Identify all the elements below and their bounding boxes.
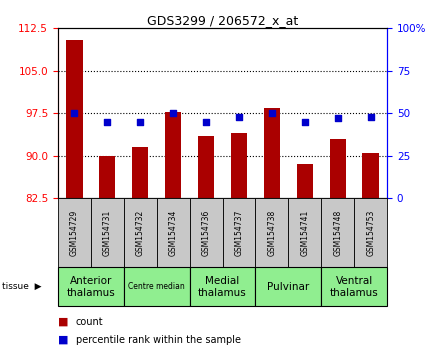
Bar: [58, 198, 91, 267]
Point: [334, 115, 341, 121]
Point: [170, 110, 177, 116]
Bar: [190, 267, 255, 306]
Bar: [165, 112, 182, 198]
Bar: [255, 267, 321, 306]
Bar: [362, 153, 379, 198]
Text: ■: ■: [58, 335, 69, 345]
Text: GSM154732: GSM154732: [136, 210, 145, 256]
Text: ■: ■: [58, 317, 69, 327]
Bar: [132, 147, 149, 198]
Bar: [66, 40, 83, 198]
Bar: [296, 164, 313, 198]
Bar: [288, 198, 321, 267]
Text: Pulvinar: Pulvinar: [267, 282, 309, 292]
Bar: [255, 198, 288, 267]
Point: [71, 110, 78, 116]
Bar: [264, 108, 280, 198]
Point: [202, 119, 210, 125]
Text: Centre median: Centre median: [128, 282, 185, 291]
Text: GSM154737: GSM154737: [235, 210, 243, 256]
Point: [301, 119, 308, 125]
Bar: [321, 267, 387, 306]
Bar: [99, 156, 116, 198]
Text: GSM154738: GSM154738: [267, 210, 276, 256]
Bar: [354, 198, 387, 267]
Point: [137, 119, 144, 125]
Title: GDS3299 / 206572_x_at: GDS3299 / 206572_x_at: [147, 14, 298, 27]
Bar: [157, 198, 190, 267]
Bar: [198, 136, 214, 198]
Text: GSM154736: GSM154736: [202, 210, 210, 256]
Text: GSM154731: GSM154731: [103, 210, 112, 256]
Bar: [321, 198, 354, 267]
Text: Anterior
thalamus: Anterior thalamus: [66, 276, 115, 298]
Bar: [222, 198, 255, 267]
Text: count: count: [76, 317, 103, 327]
Text: Ventral
thalamus: Ventral thalamus: [330, 276, 379, 298]
Text: GSM154753: GSM154753: [366, 210, 375, 256]
Text: tissue  ▶: tissue ▶: [2, 282, 42, 291]
Text: GSM154741: GSM154741: [300, 210, 309, 256]
Point: [104, 119, 111, 125]
Text: percentile rank within the sample: percentile rank within the sample: [76, 335, 241, 345]
Text: GSM154729: GSM154729: [70, 210, 79, 256]
Bar: [330, 139, 346, 198]
Point: [367, 114, 374, 120]
Text: Medial
thalamus: Medial thalamus: [198, 276, 247, 298]
Bar: [190, 198, 222, 267]
Bar: [124, 267, 190, 306]
Bar: [58, 267, 124, 306]
Bar: [231, 133, 247, 198]
Point: [235, 114, 243, 120]
Bar: [91, 198, 124, 267]
Text: GSM154748: GSM154748: [333, 210, 342, 256]
Point: [268, 110, 275, 116]
Bar: [124, 198, 157, 267]
Text: GSM154734: GSM154734: [169, 210, 178, 256]
